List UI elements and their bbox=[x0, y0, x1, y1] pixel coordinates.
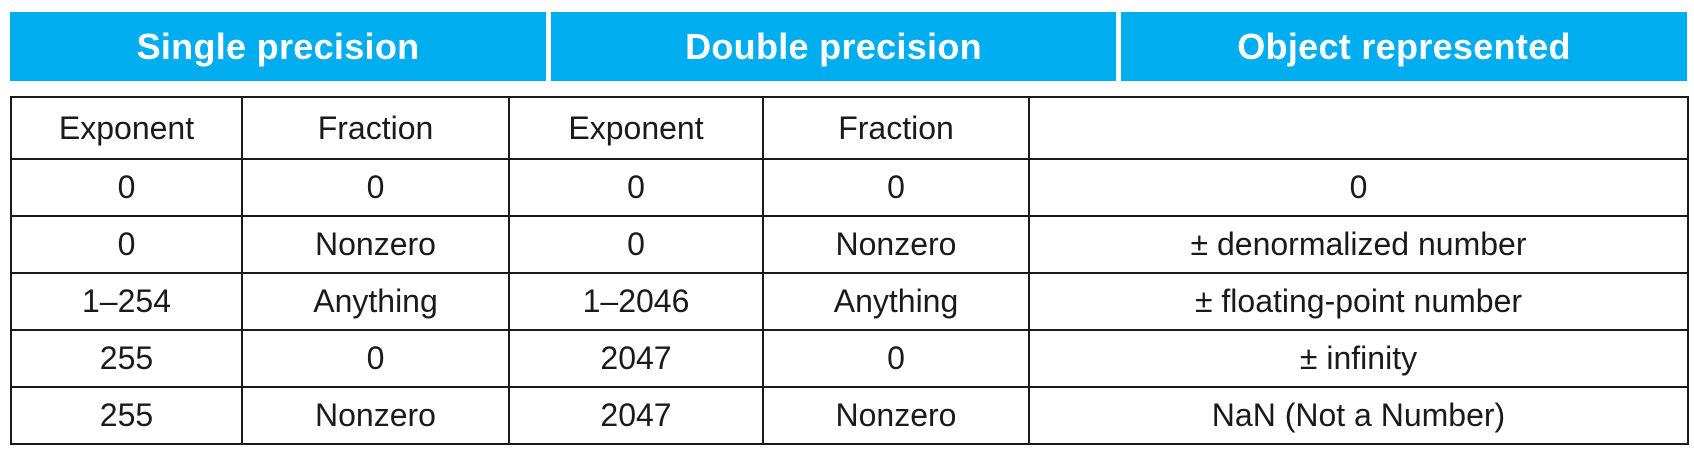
column-header-single-fraction: Fraction bbox=[241, 96, 510, 160]
single-exponent-cell: 0 bbox=[10, 158, 243, 217]
column-header-object bbox=[1028, 96, 1689, 160]
double-precision-header: Double precision bbox=[551, 12, 1116, 81]
table-row: 0 Nonzero 0 Nonzero ± denormalized numbe… bbox=[10, 215, 1689, 274]
single-exponent-cell: 1–254 bbox=[10, 272, 243, 331]
double-fraction-cell: Nonzero bbox=[762, 386, 1030, 445]
encoding-table: Exponent Fraction Exponent Fraction 0 0 … bbox=[10, 96, 1689, 445]
double-fraction-cell: Anything bbox=[762, 272, 1030, 331]
column-header-row: Exponent Fraction Exponent Fraction bbox=[10, 96, 1689, 160]
object-cell: ± floating-point number bbox=[1028, 272, 1689, 331]
single-fraction-cell: 0 bbox=[241, 329, 510, 388]
double-fraction-cell: 0 bbox=[762, 329, 1030, 388]
single-precision-header: Single precision bbox=[10, 12, 546, 81]
double-exponent-cell: 1–2046 bbox=[508, 272, 764, 331]
group-header-row: Single precision Double precision Object… bbox=[10, 12, 1687, 81]
table-row: 255 Nonzero 2047 Nonzero NaN (Not a Numb… bbox=[10, 386, 1689, 445]
object-cell: 0 bbox=[1028, 158, 1689, 217]
object-cell: ± infinity bbox=[1028, 329, 1689, 388]
double-fraction-cell: Nonzero bbox=[762, 215, 1030, 274]
single-exponent-cell: 0 bbox=[10, 215, 243, 274]
double-exponent-cell: 2047 bbox=[508, 386, 764, 445]
double-fraction-cell: 0 bbox=[762, 158, 1030, 217]
column-header-single-exponent: Exponent bbox=[10, 96, 243, 160]
column-header-double-exponent: Exponent bbox=[508, 96, 764, 160]
single-fraction-cell: 0 bbox=[241, 158, 510, 217]
column-header-double-fraction: Fraction bbox=[762, 96, 1030, 160]
single-exponent-cell: 255 bbox=[10, 329, 243, 388]
table-row: 255 0 2047 0 ± infinity bbox=[10, 329, 1689, 388]
single-fraction-cell: Nonzero bbox=[241, 386, 510, 445]
single-exponent-cell: 255 bbox=[10, 386, 243, 445]
object-cell: NaN (Not a Number) bbox=[1028, 386, 1689, 445]
object-represented-header: Object represented bbox=[1121, 12, 1687, 81]
single-fraction-cell: Nonzero bbox=[241, 215, 510, 274]
object-cell: ± denormalized number bbox=[1028, 215, 1689, 274]
table-row: 0 0 0 0 0 bbox=[10, 158, 1689, 217]
double-exponent-cell: 0 bbox=[508, 158, 764, 217]
double-exponent-cell: 2047 bbox=[508, 329, 764, 388]
double-exponent-cell: 0 bbox=[508, 215, 764, 274]
table-row: 1–254 Anything 1–2046 Anything ± floatin… bbox=[10, 272, 1689, 331]
single-fraction-cell: Anything bbox=[241, 272, 510, 331]
